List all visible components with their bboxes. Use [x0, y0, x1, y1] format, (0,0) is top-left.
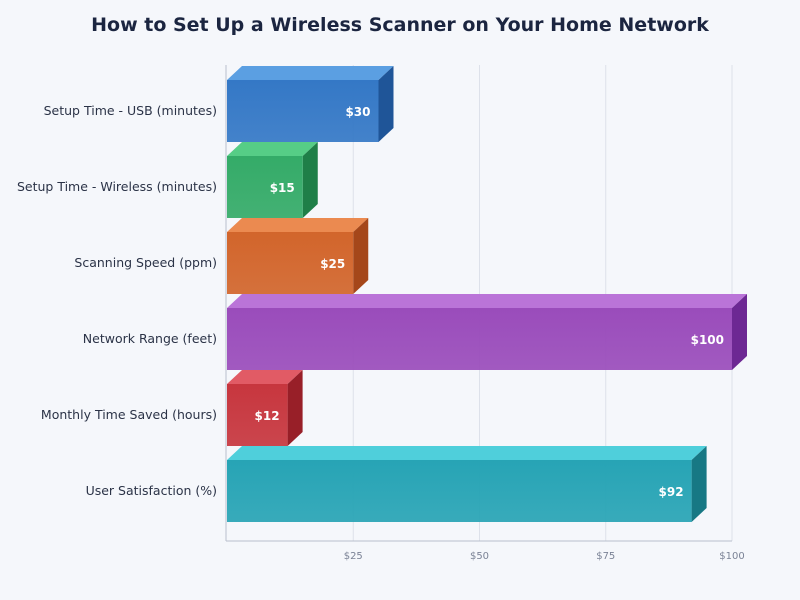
bar [227, 384, 288, 446]
axes [225, 65, 732, 542]
x-tick-label: $50 [470, 551, 489, 562]
bar-value-label: $92 [659, 485, 684, 499]
bar-top-face [227, 142, 318, 156]
bar-value-label: $15 [270, 181, 295, 195]
bar-value-label: $12 [255, 409, 280, 423]
x-tick-label: $100 [719, 551, 744, 562]
bar-side-face [732, 294, 747, 370]
x-tick-label: $25 [344, 551, 363, 562]
category-label: Scanning Speed (ppm) [74, 255, 217, 270]
bar-value-label: $30 [345, 105, 370, 119]
bar-top-face [227, 370, 303, 384]
bar [227, 156, 303, 218]
bar-side-face [287, 370, 303, 446]
chart-title: How to Set Up a Wireless Scanner on Your… [91, 14, 709, 36]
labels: $25 $50 $75 $100 $30 Setup Time - USB (minute… [17, 103, 745, 562]
bar-top-face [227, 218, 369, 232]
bar-side-face [691, 446, 707, 522]
category-label: Setup Time - Wireless (minutes) [17, 179, 217, 194]
bar-value-label: $25 [320, 257, 345, 271]
category-label: Monthly Time Saved (hours) [41, 407, 217, 422]
category-label: Setup Time - USB (minutes) [44, 103, 217, 118]
bar-side-face [353, 218, 369, 294]
bar-top-face [227, 66, 394, 80]
bar [227, 308, 732, 370]
bar [227, 80, 379, 142]
bar-value-label: $100 [691, 333, 724, 347]
bars [227, 66, 747, 522]
category-label: User Satisfaction (%) [86, 483, 217, 498]
bar-top-face [227, 294, 747, 308]
bar-side-face [302, 142, 318, 218]
category-label: Network Range (feet) [83, 331, 217, 346]
bar-side-face [378, 66, 394, 142]
x-tick-label: $75 [596, 551, 615, 562]
bar [227, 232, 354, 294]
bar [227, 460, 692, 522]
bar-top-face [227, 446, 707, 460]
